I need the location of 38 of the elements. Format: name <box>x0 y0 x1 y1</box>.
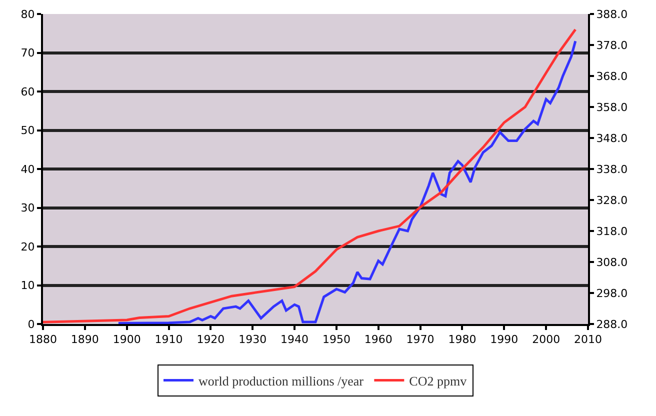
y-tick-label: 10 <box>20 279 35 292</box>
x-tick-label: 1970 <box>406 333 434 346</box>
legend-label: world production millions /year <box>198 373 364 388</box>
y-tick-label: 80 <box>20 8 35 21</box>
y-tick-label: 70 <box>20 46 35 60</box>
x-tick-label: 1980 <box>448 333 476 346</box>
y-tick-label: 0 <box>28 318 35 331</box>
x-tick-label: 1930 <box>238 333 267 346</box>
x-tick-label: 1880 <box>29 333 57 346</box>
x-tick-label: 1940 <box>280 333 309 346</box>
y2-tick-label: 298.0 <box>596 286 628 300</box>
x-tick-label: 1910 <box>154 333 183 346</box>
y-tick-label: 50 <box>20 124 35 138</box>
y2-tick-label: 328.0 <box>596 194 628 207</box>
y-tick-label: 60 <box>20 85 35 98</box>
y-tick-label: 30 <box>20 202 35 215</box>
y-tick-label: 20 <box>20 240 35 254</box>
x-tick-label: 1900 <box>112 333 141 346</box>
x-tick-label: 1990 <box>490 333 518 346</box>
x-tick-label: 1950 <box>322 333 350 346</box>
y2-tick-label: 388.0 <box>596 8 628 21</box>
y2-tick-label: 338.0 <box>596 162 628 176</box>
y2-tick-label: 378.0 <box>596 38 628 52</box>
x-tick-label: 2000 <box>532 333 560 346</box>
y2-tick-label: 348.0 <box>596 132 628 145</box>
legend-label: CO2 ppmv <box>409 373 468 388</box>
y2-tick-label: 288.0 <box>596 318 628 331</box>
y2-tick-label: 368.0 <box>596 70 628 83</box>
x-tick-label: 2010 <box>574 333 602 346</box>
y2-tick-label: 308.0 <box>596 256 628 269</box>
x-tick-label: 1920 <box>196 333 225 346</box>
x-tick-label: 1960 <box>364 333 392 346</box>
line-series <box>117 40 577 324</box>
y-tick-label: 40 <box>20 162 35 176</box>
y2-tick-label: 358.0 <box>596 100 628 114</box>
line-series <box>43 28 577 324</box>
x-tick-label: 1890 <box>70 333 99 346</box>
y2-tick-label: 318.0 <box>596 224 628 238</box>
